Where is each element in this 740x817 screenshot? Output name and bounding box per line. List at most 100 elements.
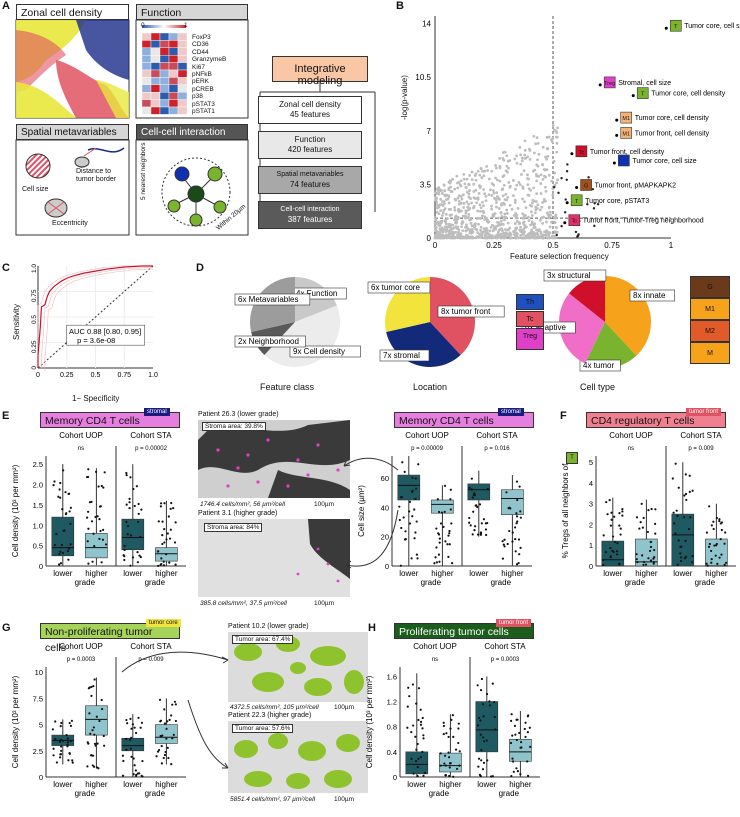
box-point [439, 752, 442, 755]
b-point [523, 139, 527, 143]
pie-cell-type: 8x innate 4x tumor 6x adaptive 3x structura… [521, 269, 676, 372]
box-xtick: lower [469, 569, 488, 578]
boxplot-e: Cohort UOP Cohort STA ns p = 0.00002 0 0.5 1.0… [11, 431, 186, 587]
c-xtick: 0.75 [117, 372, 131, 379]
box-point [479, 719, 482, 722]
b-point [519, 225, 523, 229]
heat-cell [159, 40, 170, 48]
box-point [97, 767, 100, 770]
g-tag: tumor core [146, 619, 181, 627]
b-point [547, 173, 551, 177]
box-point [638, 527, 641, 530]
b-point [465, 177, 469, 181]
legend-right: M [690, 342, 730, 364]
b-point [493, 225, 496, 229]
box-point [454, 748, 458, 751]
b-point [491, 223, 494, 227]
box-point [125, 503, 128, 506]
box-xlabel: grade [145, 578, 166, 587]
b-point [474, 172, 478, 176]
b-point [485, 228, 489, 232]
box-point [414, 477, 417, 480]
box-point [167, 515, 170, 518]
b-point-tag: M1 [622, 116, 630, 122]
b-point [516, 207, 520, 210]
b-point [502, 158, 506, 162]
b-point [505, 208, 509, 212]
cohort-uop: Cohort UOP [59, 642, 103, 651]
b-point [448, 223, 452, 226]
b-point [551, 124, 555, 127]
box-point [102, 486, 105, 489]
b-point [459, 179, 463, 183]
e-right-title: Memory CD4 T cells [394, 412, 534, 428]
b-point [487, 220, 491, 224]
box-point [511, 531, 514, 534]
box-point [480, 677, 484, 681]
box-point [485, 692, 489, 696]
marker-label: pSTAT3 [192, 100, 215, 108]
cohort-sta: Cohort STA [130, 431, 172, 440]
box-point [415, 520, 418, 523]
pvalue-uop: p = 0.0003 [67, 657, 96, 663]
box-point [602, 534, 605, 537]
box-point [468, 516, 471, 520]
box-point [718, 556, 721, 559]
c-ylabel: Sensitivity [12, 303, 21, 340]
pie-label-box [379, 349, 430, 362]
box-point [125, 474, 128, 477]
box-point [52, 754, 55, 757]
b-point [550, 220, 554, 224]
heat-cell [159, 47, 170, 56]
box-point [87, 468, 90, 471]
b-point [499, 232, 503, 236]
b-point [458, 202, 461, 206]
box-point [61, 507, 64, 511]
box-point [527, 714, 530, 717]
box-point [511, 734, 514, 737]
b-point [478, 232, 481, 236]
panel-label-a: A [2, 0, 10, 12]
flow-box-sub: 45 features [289, 110, 331, 119]
box-point [174, 719, 178, 723]
heat-cell [150, 47, 161, 56]
box-point [719, 538, 722, 541]
b-point [548, 225, 552, 229]
box-point [518, 731, 521, 735]
b-point [492, 227, 496, 231]
box-point [674, 532, 677, 535]
box-point [89, 754, 93, 757]
b-point [433, 226, 437, 229]
b-point [494, 198, 498, 202]
b-point [468, 231, 472, 235]
box-point [54, 720, 57, 723]
heat-cell [177, 91, 188, 100]
box-point [482, 715, 485, 718]
b-xtick: 0.25 [486, 241, 502, 250]
b-point [527, 215, 530, 219]
box-point [490, 775, 493, 778]
box-point [649, 545, 653, 549]
box-rect [501, 489, 524, 515]
box-point [159, 505, 162, 508]
box-point [101, 707, 104, 711]
box-point [59, 481, 62, 485]
box-point [517, 538, 521, 541]
e-img1-caption: 1746.4 cells/mm², 56 µm²/cell [200, 501, 286, 508]
b-point [554, 129, 558, 133]
box-point [130, 736, 133, 739]
b-point [513, 222, 517, 226]
b-point [495, 205, 498, 209]
b-point [560, 224, 563, 228]
box-point [446, 543, 449, 546]
box-point [102, 734, 105, 738]
b-point [456, 186, 460, 190]
b-point [454, 230, 458, 234]
b-point [519, 153, 523, 157]
box-point [60, 543, 63, 546]
b-xtick: 0 [433, 241, 438, 250]
legend-right: M1 [690, 298, 730, 320]
box-point [648, 549, 652, 553]
box-point [59, 496, 62, 499]
box-point [709, 549, 713, 553]
